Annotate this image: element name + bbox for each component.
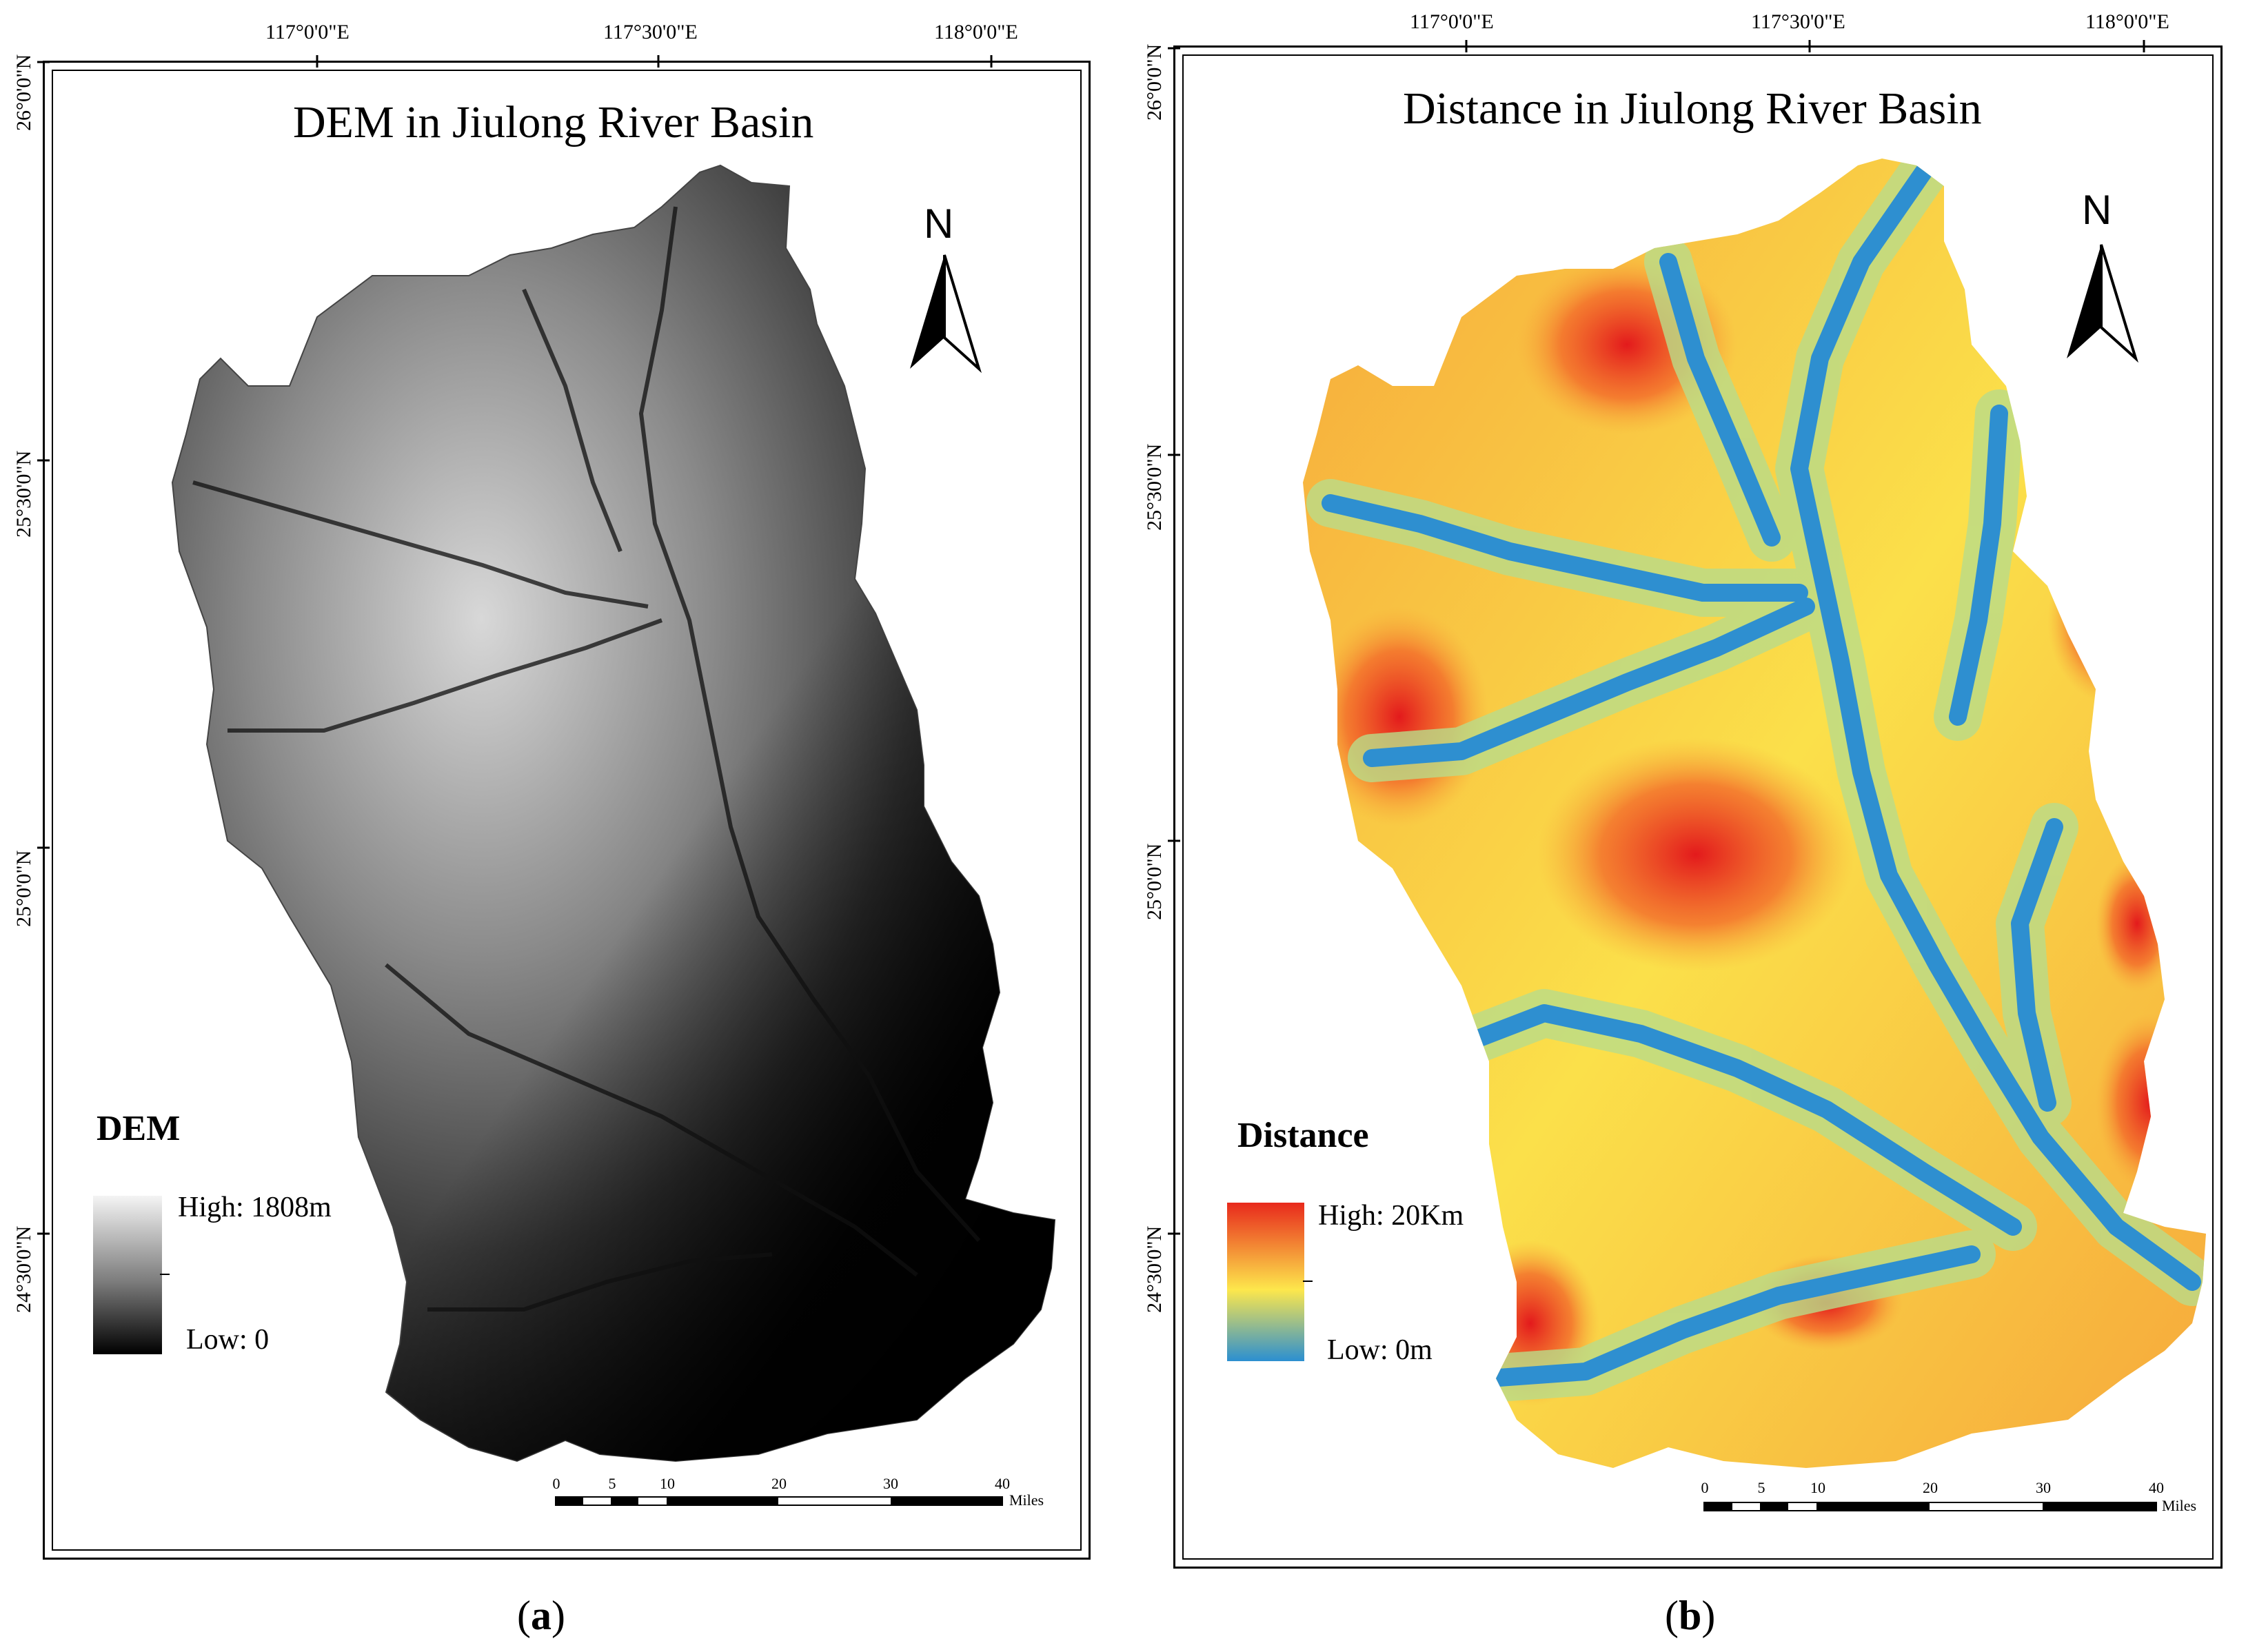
river-network: [1306, 159, 2206, 1403]
legend-high-label: High: 20Km: [1318, 1200, 1464, 1232]
scale-label-40: 40: [2149, 1479, 2164, 1496]
caption-b: (b): [1665, 1593, 1716, 1638]
map-neatline: [52, 70, 1082, 1551]
scale-label-20: 20: [771, 1475, 787, 1492]
scale-unit: Miles: [1009, 1491, 1044, 1509]
panel-b: 117°0'0"E 117°30'0"E 118°0'0"E 26°0'0"N …: [1131, 0, 2257, 1652]
legend-gradient: [1227, 1203, 1304, 1361]
lon-tick-118-0: 118°0'0"E: [2085, 10, 2169, 33]
scale-bar: [1703, 1502, 2157, 1511]
caption-letter: a: [530, 1593, 551, 1638]
north-arrow-icon: [2067, 244, 2138, 363]
panel-a: 117°0'0"E 117°30'0"E 118°0'0"E 26°0'0"N …: [0, 0, 1124, 1652]
caption-letter: b: [1678, 1593, 1702, 1638]
lon-tick-118-0: 118°0'0"E: [934, 21, 1018, 43]
scale-label-20: 20: [1923, 1479, 1938, 1496]
map-title: Distance in Jiulong River Basin: [1403, 83, 1982, 134]
dem-basin-map: [171, 164, 1056, 1462]
scale-label-40: 40: [995, 1475, 1010, 1492]
scale-label-30: 30: [883, 1475, 898, 1492]
scale-label-5: 5: [608, 1475, 616, 1492]
scale-bar: [555, 1496, 1003, 1506]
lon-tick-117-0: 117°0'0"E: [1410, 10, 1494, 33]
caption-a: (a): [517, 1593, 565, 1638]
graticule-ticks: [37, 55, 993, 1235]
scale-label-0: 0: [1701, 1479, 1709, 1496]
scale-label-0: 0: [552, 1475, 560, 1492]
map-neatline: [1182, 54, 2214, 1560]
legend-gradient: [93, 1196, 162, 1354]
river-valleys: [192, 206, 981, 1312]
lon-tick-117-30: 117°30'0"E: [1751, 10, 1845, 33]
scale-label-30: 30: [2036, 1479, 2051, 1496]
scale-unit: Miles: [2162, 1497, 2197, 1514]
legend-title: DEM: [97, 1109, 181, 1148]
map-title: DEM in Jiulong River Basin: [293, 97, 814, 147]
legend-tick: [1303, 1281, 1313, 1282]
scale-label-10: 10: [1810, 1479, 1825, 1496]
legend-tick: [160, 1274, 170, 1275]
legend-low-label: Low: 0m: [1327, 1334, 1433, 1366]
legend-low-label: Low: 0: [186, 1324, 270, 1356]
lon-tick-117-0: 117°0'0"E: [265, 21, 350, 43]
graticule-ticks: [1168, 40, 2145, 1235]
distance-basin-map: [1303, 159, 2206, 1468]
legend-high-label: High: 1808m: [178, 1192, 332, 1223]
lon-tick-117-30: 117°30'0"E: [603, 21, 698, 43]
scale-label-5: 5: [1757, 1479, 1765, 1496]
north-label: N: [2082, 187, 2112, 233]
north-label: N: [924, 201, 954, 247]
north-arrow-icon: [910, 254, 982, 374]
scale-label-10: 10: [660, 1475, 675, 1492]
legend-title: Distance: [1237, 1116, 1369, 1155]
